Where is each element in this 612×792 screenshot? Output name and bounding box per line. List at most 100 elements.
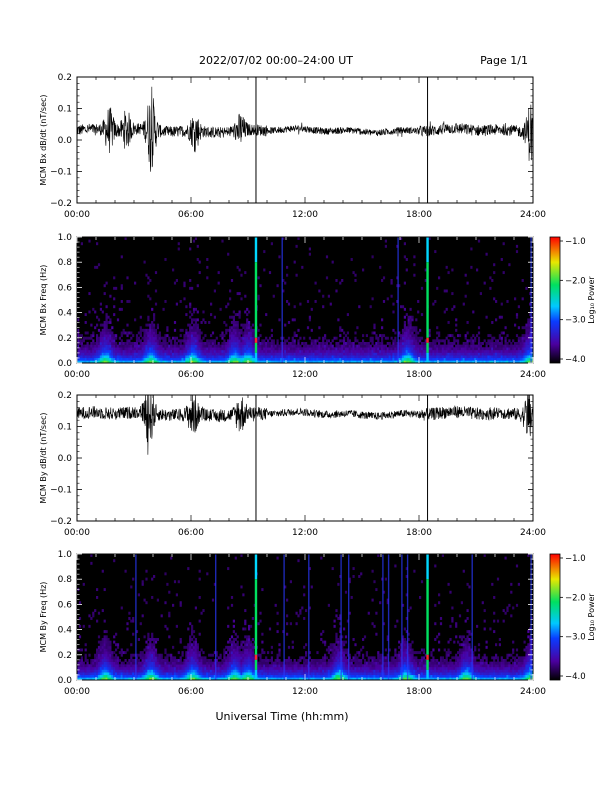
spectrogram-cell [354, 653, 357, 657]
spectrogram-cell [335, 661, 338, 665]
spectrogram-cell [263, 677, 266, 681]
spectrogram-cell [141, 349, 144, 353]
spectrogram-cell [139, 347, 142, 351]
spectrogram-cell [126, 339, 129, 343]
spectrogram-cell [267, 664, 270, 668]
spectrogram-cell [145, 651, 148, 655]
spectrogram-cell [341, 328, 344, 332]
spectrogram-cell [109, 294, 112, 298]
spectrogram-cell [113, 664, 116, 668]
spectrogram-cell [287, 352, 291, 356]
spectrogram-cell [329, 645, 332, 649]
spectrogram-cell [498, 334, 501, 338]
spectrogram-cell [413, 326, 416, 330]
spectrogram-cell [287, 344, 291, 348]
spectrogram-cell [230, 664, 234, 668]
spectrogram-cell [504, 342, 507, 345]
spectrogram-cell [308, 357, 311, 361]
spectrogram-cell [280, 344, 283, 348]
spectrogram-cell [405, 357, 408, 361]
spectrogram-cell [238, 349, 241, 353]
spectrogram-cell [120, 360, 123, 364]
spectrogram-cell [210, 347, 213, 351]
spectrogram-cell [153, 664, 156, 668]
spectrogram-cell [105, 349, 108, 353]
spectrogram-cell [149, 648, 152, 652]
spectrogram-cell [244, 347, 247, 351]
spectrogram-cell [196, 284, 199, 288]
spectrogram-cell [153, 355, 156, 359]
spectrogram-cell [329, 352, 332, 356]
spectrogram-cell [310, 661, 313, 665]
spectrogram-cell [238, 674, 241, 678]
spectrogram-cell [192, 664, 196, 668]
spectrogram-cell [232, 656, 235, 660]
spectrogram-cell [172, 661, 175, 665]
spectrogram-cell [162, 342, 165, 345]
spectrogram-cell [164, 352, 167, 356]
spectrogram-cell [194, 645, 197, 649]
spectrogram-cell [137, 669, 140, 673]
spectrogram-cell [194, 653, 197, 657]
spectrogram-cell [479, 347, 482, 351]
spectrogram-cell [170, 339, 173, 343]
spectrogram-cell [299, 611, 302, 615]
spectrogram-cell [96, 265, 99, 269]
spectrogram-cell [229, 640, 232, 644]
spectrogram-cell [331, 349, 334, 353]
spectrogram-cell [185, 666, 188, 670]
spectrogram-cell [208, 360, 211, 364]
spectrogram-cell [206, 355, 209, 359]
spectrogram-cell [284, 344, 287, 348]
spectrogram-cell [191, 624, 194, 628]
spectrogram-cell [312, 659, 315, 662]
spectrogram-cell [400, 334, 403, 338]
spectrogram-cell [388, 352, 391, 356]
spectrogram-cell [286, 666, 289, 670]
spectrogram-cell [128, 617, 131, 620]
spectrogram-cells [77, 554, 534, 681]
spectrogram-cell [343, 666, 346, 670]
spectrogram-cell [236, 355, 239, 359]
spectrogram-cell [324, 656, 327, 660]
spectrogram-cell [88, 653, 91, 657]
spectrogram-cell [156, 672, 159, 676]
spectrogram-cell [278, 318, 281, 322]
spectrogram-cell [420, 286, 424, 290]
spectrogram-cell [457, 357, 460, 361]
spectrogram-cell [424, 268, 427, 272]
spectrogram-cell [213, 677, 216, 681]
spectrogram-cell [316, 664, 319, 668]
spectrogram-cell [134, 677, 137, 681]
spectrogram-cell [238, 339, 241, 343]
spectrogram-cell [324, 666, 327, 670]
spectrogram-cell [196, 643, 199, 647]
spectrogram-cell [238, 344, 241, 348]
spectrogram-cell [500, 347, 503, 351]
spectrogram-cell [472, 334, 475, 338]
spectrogram-cell [137, 677, 140, 681]
spectrogram-cell [280, 347, 283, 351]
spectrogram-cell [251, 331, 254, 335]
spectrogram-cell [124, 355, 127, 359]
spectrogram-cell [137, 349, 140, 353]
spectrogram-cell [324, 357, 327, 361]
spectrogram-cell [496, 349, 500, 353]
spectrogram-cell [420, 357, 424, 361]
spectrogram-cell [246, 355, 249, 359]
spectrogram-cell [234, 336, 237, 340]
spectrogram-cell [90, 674, 93, 678]
spectrogram-cell [291, 355, 294, 359]
spectrogram-cell [149, 339, 152, 343]
spectrogram-cell [249, 360, 253, 364]
spectrogram-cell [170, 653, 173, 657]
spectrogram-cell [472, 352, 475, 356]
spectrogram-cell [324, 661, 327, 665]
spectrogram-cell [335, 659, 338, 662]
spectrogram-cell [409, 347, 412, 351]
spectrogram-cell [316, 360, 319, 364]
spectrogram-cell [122, 344, 125, 348]
spectrogram-cell [126, 677, 129, 681]
spectrogram-cell [312, 360, 315, 364]
spectrogram-cell [164, 656, 167, 660]
